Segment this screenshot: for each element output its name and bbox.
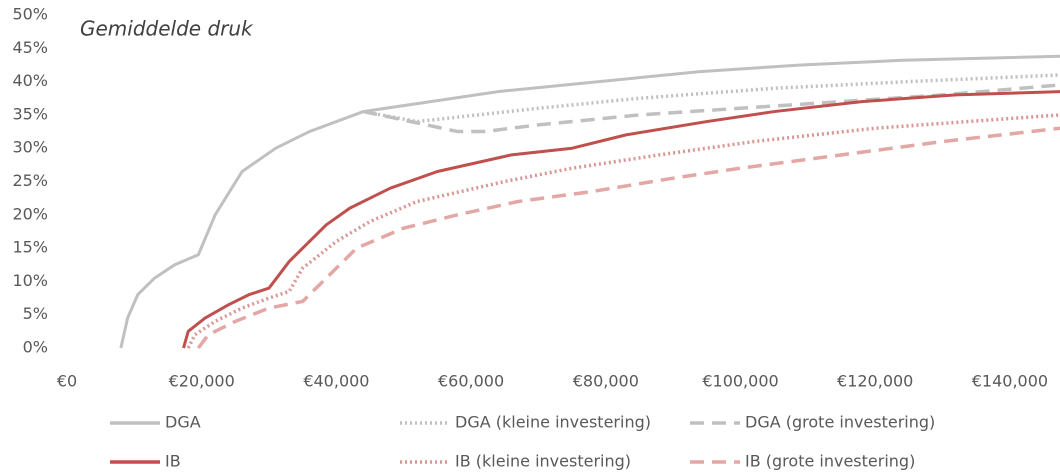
y-tick-label: 25% [12, 171, 48, 190]
series-line [119, 54, 1060, 349]
legend-label: DGA (kleine investering) [455, 413, 651, 432]
legend-label: DGA [165, 413, 201, 432]
x-tick-label: €20,000 [169, 372, 235, 391]
x-tick-label: €40,000 [303, 372, 369, 391]
y-tick-label: 20% [12, 204, 48, 223]
x-tick-label: €100,000 [702, 372, 778, 391]
y-tick-label: 15% [12, 238, 48, 257]
y-tick-label: 0% [23, 338, 48, 357]
chart-annotation: Gemiddelde druk [80, 17, 254, 41]
legend-label: DGA (grote investering) [745, 413, 935, 432]
y-tick-label: 45% [12, 38, 48, 57]
y-tick-label: 10% [12, 271, 48, 290]
series-line [196, 126, 1060, 350]
y-tick-label: 40% [12, 71, 48, 90]
y-tick-label: 30% [12, 138, 48, 157]
series-line [363, 73, 1060, 124]
x-tick-label: €80,000 [573, 372, 639, 391]
legend-label: IB (kleine investering) [455, 452, 631, 471]
x-tick-label: €0 [57, 372, 77, 391]
x-tick-label: €60,000 [438, 372, 504, 391]
x-tick-label: €120,000 [837, 372, 913, 391]
legend-label: IB [165, 452, 181, 471]
x-tick-label: €140,000 [972, 372, 1048, 391]
legend-label: IB (grote investering) [745, 452, 915, 471]
series-line [182, 90, 1060, 349]
y-tick-label: 50% [12, 5, 48, 24]
y-tick-label: 5% [23, 304, 48, 323]
y-tick-label: 35% [12, 104, 48, 123]
